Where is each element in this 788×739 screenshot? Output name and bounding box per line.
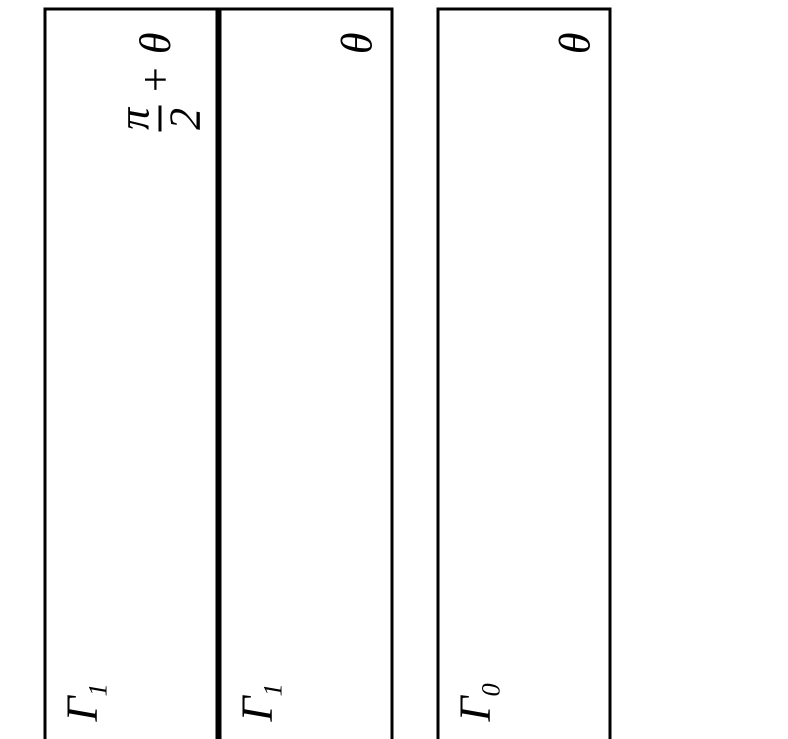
box-gamma0: Γ0 θ: [437, 8, 612, 739]
label-gamma1-left-bottom: θ: [332, 33, 383, 55]
box-gamma1-right: Γ1 π2 + θ: [44, 8, 219, 739]
label-gamma0-top: Γ0: [450, 683, 507, 721]
label-gamma1-left-top: Γ1: [232, 683, 289, 721]
label-gamma1-right-bottom: π2 + θ: [113, 33, 208, 132]
box-gamma1-left: Γ1 θ: [219, 8, 394, 739]
label-gamma1-right-top: Γ1: [57, 683, 114, 721]
diagram-stage: Γ0 θ Γ1 θ Γ1 π2 + θ: [25, 0, 764, 739]
label-gamma0-bottom: θ: [550, 33, 601, 55]
